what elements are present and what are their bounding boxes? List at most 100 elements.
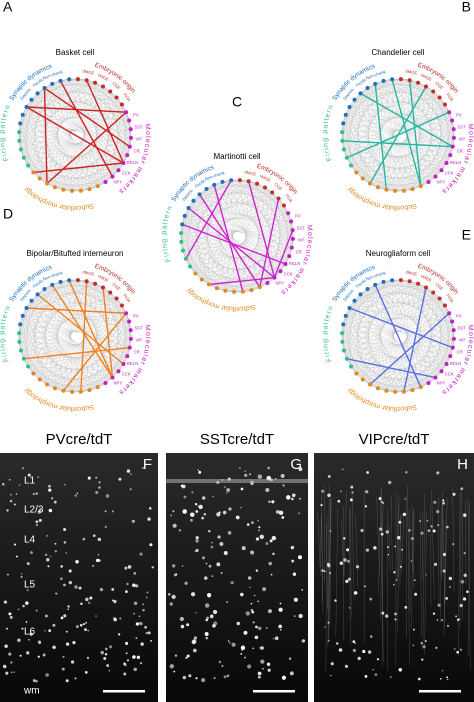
cell — [17, 638, 21, 642]
network-edge — [185, 180, 241, 259]
node — [52, 185, 57, 190]
panel-title: Basket cell — [56, 48, 95, 57]
cell — [280, 473, 285, 479]
network-edge — [27, 165, 98, 187]
cell — [442, 501, 445, 505]
cell — [208, 564, 212, 568]
node — [450, 118, 455, 123]
cell — [260, 659, 265, 664]
node — [433, 375, 438, 380]
network-edge — [33, 373, 106, 384]
cell — [205, 618, 209, 622]
panel-letter: D — [3, 206, 13, 222]
cell — [84, 628, 87, 632]
cell — [134, 584, 139, 588]
cell — [46, 535, 48, 537]
network-edge — [54, 162, 124, 188]
cell — [259, 534, 265, 539]
ring-label: SST — [134, 124, 143, 129]
cell — [436, 619, 439, 621]
node — [58, 78, 63, 83]
cell — [427, 529, 431, 532]
micrograph-title: SSTcre/tdT — [200, 431, 274, 448]
network-edge — [180, 233, 202, 280]
network-edge — [433, 292, 447, 365]
ring-label: CGE — [111, 81, 121, 91]
cell — [257, 626, 262, 631]
cell — [265, 542, 269, 545]
scale-bar — [419, 690, 461, 693]
network-edge — [46, 79, 70, 184]
node — [188, 264, 193, 269]
cell — [35, 492, 38, 495]
ring-label: SST — [457, 325, 466, 330]
highlight-edge — [369, 312, 450, 386]
cell — [362, 649, 366, 654]
network-edge — [375, 83, 446, 105]
cell — [205, 562, 208, 565]
highlight-edge — [374, 83, 388, 190]
node — [35, 91, 40, 96]
cell — [204, 632, 209, 636]
cell — [402, 512, 407, 517]
network-edge — [346, 157, 436, 177]
network-edge — [342, 114, 346, 141]
cell — [218, 660, 222, 664]
network-edge — [19, 298, 117, 342]
ring-label: dMGE — [405, 269, 418, 276]
cell — [17, 608, 20, 611]
network-edge — [184, 198, 279, 217]
network-edge — [20, 123, 56, 188]
node — [437, 95, 442, 100]
cell — [272, 637, 275, 640]
cell — [399, 565, 402, 568]
highlight-edge — [23, 346, 130, 360]
node — [103, 380, 108, 385]
cell — [118, 477, 122, 481]
cell — [78, 586, 82, 590]
network-edge — [400, 279, 454, 331]
cell — [293, 597, 298, 602]
cell — [355, 565, 360, 569]
node — [223, 288, 228, 293]
cell — [138, 615, 141, 618]
network-edge — [189, 266, 260, 288]
cell — [419, 520, 422, 522]
network-edge — [19, 104, 122, 133]
node — [450, 144, 455, 149]
network-edge — [248, 181, 294, 240]
network-edge — [345, 114, 352, 166]
node — [18, 121, 23, 126]
network-edge — [274, 205, 285, 278]
process — [355, 515, 359, 588]
cell — [327, 493, 331, 498]
cell — [144, 625, 147, 629]
network-edge — [346, 280, 402, 359]
cell — [108, 669, 111, 672]
network-edge — [23, 284, 53, 359]
network-edge — [19, 114, 23, 141]
cell — [28, 639, 30, 641]
cell — [68, 581, 72, 585]
network-edge — [350, 79, 393, 166]
network-edge — [341, 333, 363, 380]
process — [440, 507, 442, 575]
cell — [278, 624, 283, 629]
node — [381, 78, 386, 83]
cell — [185, 656, 188, 659]
network-edge — [19, 140, 48, 184]
cell — [360, 528, 364, 533]
cell — [104, 510, 107, 513]
cell — [35, 524, 38, 526]
node — [128, 328, 133, 333]
cell — [100, 650, 105, 655]
cell — [244, 473, 248, 478]
ring-label: vMGE — [259, 173, 272, 183]
node — [93, 281, 98, 286]
node — [17, 339, 22, 344]
network-edge — [18, 131, 64, 190]
cell — [439, 678, 442, 680]
cell — [257, 600, 259, 603]
cell — [463, 573, 467, 577]
process — [343, 490, 347, 583]
